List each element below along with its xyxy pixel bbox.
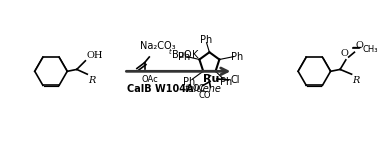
Text: Ph: Ph	[220, 77, 232, 87]
Text: OAc: OAc	[142, 75, 158, 84]
Text: O: O	[341, 49, 349, 58]
Text: OC: OC	[192, 84, 205, 93]
Text: OH: OH	[86, 51, 103, 60]
Text: R: R	[353, 76, 360, 85]
Text: O: O	[355, 41, 363, 50]
Text: CH₃: CH₃	[362, 45, 378, 54]
Text: CalB W104A: CalB W104A	[127, 84, 194, 94]
Text: Cl: Cl	[230, 75, 240, 85]
Text: CO: CO	[198, 91, 211, 100]
Text: toluene: toluene	[184, 84, 222, 94]
Text: $^t$BuOK: $^t$BuOK	[168, 47, 201, 61]
Text: Ph: Ph	[231, 52, 243, 62]
Text: Ph: Ph	[200, 35, 213, 45]
Text: Ph: Ph	[178, 52, 190, 62]
Text: Ph: Ph	[183, 77, 195, 87]
Text: R: R	[88, 76, 96, 85]
Text: Na₂CO₃: Na₂CO₃	[140, 41, 175, 51]
Text: Ru: Ru	[203, 74, 220, 84]
